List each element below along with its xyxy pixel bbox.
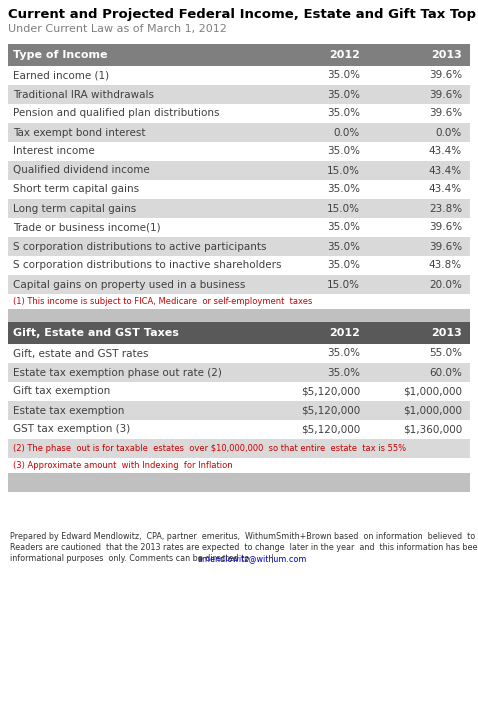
Bar — [8, 401, 470, 420]
Text: S corporation distributions to active participants: S corporation distributions to active pa… — [13, 242, 267, 252]
Text: 15.0%: 15.0% — [327, 204, 360, 214]
Text: Prepared by Edward Mendlowitz,  CPA, partner  emeritus,  WithumSmith+Brown based: Prepared by Edward Mendlowitz, CPA, part… — [10, 532, 478, 541]
Bar — [8, 363, 470, 382]
Text: 35.0%: 35.0% — [327, 349, 360, 358]
Text: 39.6%: 39.6% — [429, 242, 462, 252]
Bar — [8, 237, 470, 256]
Text: S corporation distributions to inactive shareholders: S corporation distributions to inactive … — [13, 260, 282, 271]
Bar — [8, 161, 470, 180]
Text: 35.0%: 35.0% — [327, 242, 360, 252]
Text: 2012: 2012 — [329, 328, 360, 338]
Text: 35.0%: 35.0% — [327, 71, 360, 81]
Text: 15.0%: 15.0% — [327, 165, 360, 175]
Text: Qualified dividend income: Qualified dividend income — [13, 165, 150, 175]
Text: 20.0%: 20.0% — [429, 279, 462, 289]
Text: 2012: 2012 — [329, 50, 360, 60]
Text: 35.0%: 35.0% — [327, 90, 360, 100]
Text: 39.6%: 39.6% — [429, 223, 462, 233]
Bar — [8, 180, 470, 199]
Text: Earned income (1): Earned income (1) — [13, 71, 109, 81]
Bar — [8, 322, 470, 344]
Text: Estate tax exemption: Estate tax exemption — [13, 406, 124, 416]
Text: (3) Approximate amount  with Indexing  for Inflation: (3) Approximate amount with Indexing for… — [13, 461, 233, 470]
Bar — [8, 85, 470, 104]
Text: $1,360,000: $1,360,000 — [403, 424, 462, 435]
Text: 35.0%: 35.0% — [327, 146, 360, 156]
Bar — [8, 439, 470, 458]
Bar — [8, 142, 470, 161]
Text: 35.0%: 35.0% — [327, 368, 360, 378]
Text: Pension and qualified plan distributions: Pension and qualified plan distributions — [13, 108, 219, 119]
Text: 15.0%: 15.0% — [327, 279, 360, 289]
Bar — [8, 420, 470, 439]
Text: 35.0%: 35.0% — [327, 108, 360, 119]
Text: |: | — [271, 554, 273, 563]
Bar — [8, 458, 470, 473]
Text: Type of Income: Type of Income — [13, 50, 108, 60]
Text: 55.0%: 55.0% — [429, 349, 462, 358]
Bar — [8, 199, 470, 218]
Text: Gift, estate and GST rates: Gift, estate and GST rates — [13, 349, 149, 358]
Text: 35.0%: 35.0% — [327, 223, 360, 233]
Text: 39.6%: 39.6% — [429, 90, 462, 100]
Bar — [8, 473, 470, 492]
Text: Trade or business income(1): Trade or business income(1) — [13, 223, 161, 233]
Bar — [8, 123, 470, 142]
Text: $5,120,000: $5,120,000 — [301, 424, 360, 435]
Text: 39.6%: 39.6% — [429, 108, 462, 119]
Text: Long term capital gains: Long term capital gains — [13, 204, 136, 214]
Text: Traditional IRA withdrawals: Traditional IRA withdrawals — [13, 90, 154, 100]
Text: Tax exempt bond interest: Tax exempt bond interest — [13, 127, 145, 137]
Text: 0.0%: 0.0% — [436, 127, 462, 137]
Text: Readers are cautioned  that the 2013 rates are expected  to change  later in the: Readers are cautioned that the 2013 rate… — [10, 543, 478, 552]
Bar — [8, 294, 470, 309]
Text: 43.4%: 43.4% — [429, 146, 462, 156]
Text: Estate tax exemption phase out rate (2): Estate tax exemption phase out rate (2) — [13, 368, 222, 378]
Text: 60.0%: 60.0% — [429, 368, 462, 378]
Text: 2013: 2013 — [431, 328, 462, 338]
Text: $5,120,000: $5,120,000 — [301, 387, 360, 397]
Text: 43.8%: 43.8% — [429, 260, 462, 271]
Text: $1,000,000: $1,000,000 — [403, 406, 462, 416]
Text: Interest income: Interest income — [13, 146, 95, 156]
Bar — [8, 275, 470, 294]
Text: 39.6%: 39.6% — [429, 71, 462, 81]
Text: $5,120,000: $5,120,000 — [301, 406, 360, 416]
Bar — [8, 218, 470, 237]
Text: Short term capital gains: Short term capital gains — [13, 185, 139, 194]
Text: Gift tax exemption: Gift tax exemption — [13, 387, 110, 397]
Text: 0.0%: 0.0% — [334, 127, 360, 137]
Text: Capital gains on property used in a business: Capital gains on property used in a busi… — [13, 279, 245, 289]
Text: 43.4%: 43.4% — [429, 185, 462, 194]
Text: GST tax exemption (3): GST tax exemption (3) — [13, 424, 130, 435]
Bar — [8, 382, 470, 401]
Bar — [8, 309, 470, 322]
Text: Under Current Law as of March 1, 2012: Under Current Law as of March 1, 2012 — [8, 24, 227, 34]
Bar — [8, 66, 470, 85]
Text: 35.0%: 35.0% — [327, 185, 360, 194]
Text: 35.0%: 35.0% — [327, 260, 360, 271]
Bar — [8, 104, 470, 123]
Text: amendiowitz@withum.com: amendiowitz@withum.com — [197, 554, 307, 563]
Text: 23.8%: 23.8% — [429, 204, 462, 214]
Bar — [8, 256, 470, 275]
Text: (2) The phase  out is for taxable  estates  over $10,000,000  so that entire  es: (2) The phase out is for taxable estates… — [13, 444, 406, 453]
Text: Gift, Estate and GST Taxes: Gift, Estate and GST Taxes — [13, 328, 179, 338]
Text: informational purposes  only. Comments can be directed to: informational purposes only. Comments ca… — [10, 554, 254, 563]
Text: 43.4%: 43.4% — [429, 165, 462, 175]
Bar — [8, 44, 470, 66]
Text: 2013: 2013 — [431, 50, 462, 60]
Text: $1,000,000: $1,000,000 — [403, 387, 462, 397]
Text: Current and Projected Federal Income, Estate and Gift Tax Top Rates: Current and Projected Federal Income, Es… — [8, 8, 478, 21]
Bar — [8, 344, 470, 363]
Text: (1) This income is subject to FICA, Medicare  or self-employment  taxes: (1) This income is subject to FICA, Medi… — [13, 297, 313, 306]
